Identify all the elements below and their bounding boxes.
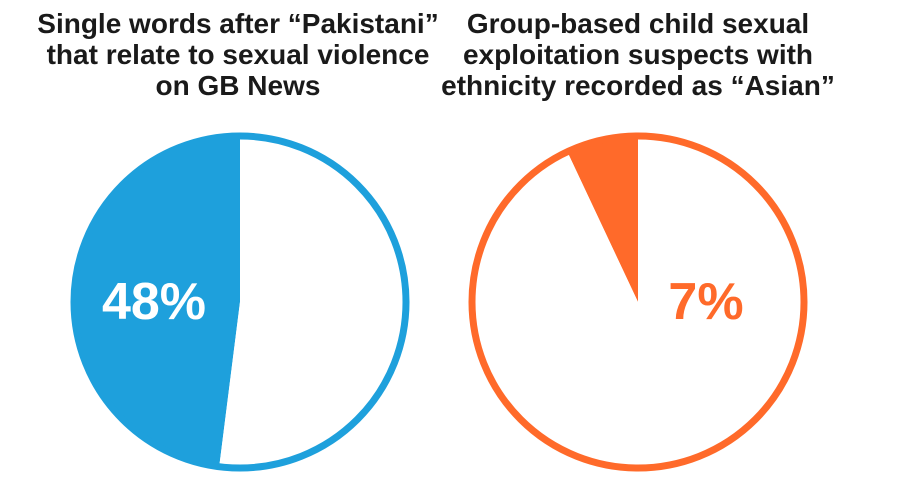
chart-title-left: Single words after “Pakistani” that rela… [37,8,439,101]
pie-slice-highlight [74,136,240,467]
pie-slice-remainder [471,136,804,468]
pie-chart-right: 7% [468,132,808,472]
pie-slice-highlight [567,136,638,302]
pie-chart-left: 48% [70,132,410,472]
pie-outline [468,132,808,472]
pie-slice-remainder [219,135,407,468]
chart-title-right: Group-based child sexual exploitation su… [441,8,835,101]
pie-outline [70,132,410,472]
pie-value-label: 48% [102,273,206,331]
pie-value-label: 7% [668,273,743,331]
